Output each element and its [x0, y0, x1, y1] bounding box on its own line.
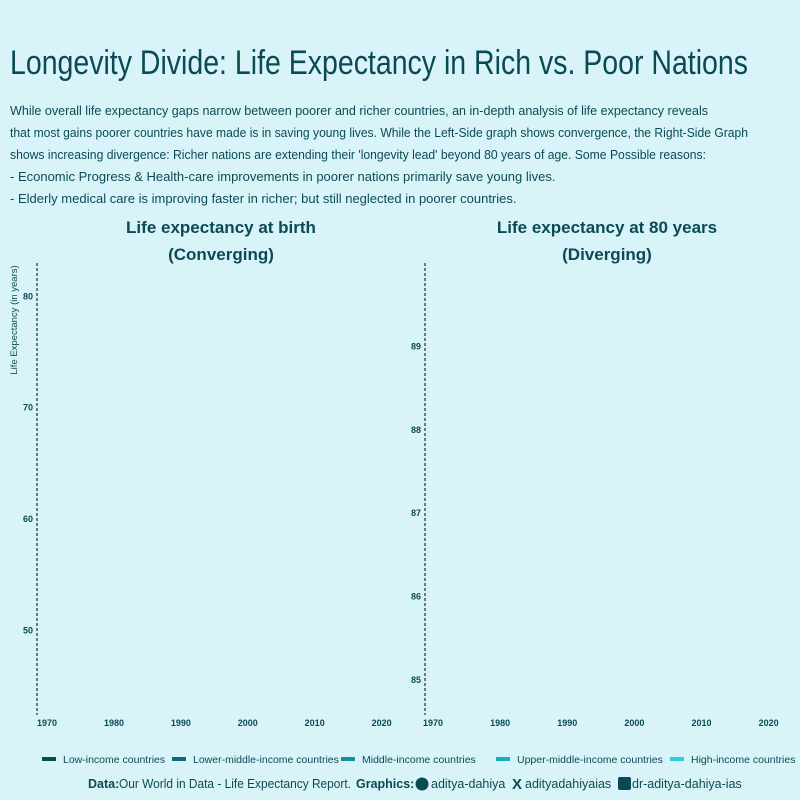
x-tick-label: 1970: [423, 718, 443, 728]
caption-text: adityadahiyaias: [525, 777, 611, 791]
y-tick-label: 85: [411, 675, 421, 685]
x-icon: X: [512, 776, 522, 793]
x-tick-label: 1990: [171, 718, 191, 728]
linkedin-icon: [618, 777, 631, 790]
github-icon: [415, 777, 429, 791]
subtitle: While overall life expectancy gaps narro…: [10, 103, 748, 206]
panel-subtitle: (Diverging): [562, 245, 652, 264]
x-tick-label: 2010: [305, 718, 325, 728]
x-tick-label: 2000: [624, 718, 644, 728]
y-axis-label: Life Expectancy (in years): [9, 265, 20, 374]
y-tick-label: 86: [411, 592, 421, 602]
panel: Life expectancy at birth (Converging) Life…: [9, 218, 392, 728]
x-tick-label: 2020: [759, 718, 779, 728]
y-tick-label: 70: [23, 403, 33, 413]
panel-title: Life expectancy at 80 years: [497, 218, 717, 237]
x-tick-label: 2000: [238, 718, 258, 728]
subtitle-line: - Elderly medical care is improving fast…: [10, 191, 517, 206]
y-tick-label: 50: [23, 625, 33, 635]
subtitle-line: - Economic Progress & Health-care improv…: [10, 169, 556, 184]
subtitle-line: that most gains poorer countries have ma…: [10, 125, 748, 140]
subtitle-line: While overall life expectancy gaps narro…: [10, 103, 708, 118]
caption-label: Graphics:: [356, 777, 414, 791]
y-tick-label: 80: [23, 291, 33, 301]
panel: Life expectancy at 80 years (Diverging) 85…: [411, 218, 779, 728]
caption-text: Our World in Data - Life Expectancy Repo…: [119, 777, 351, 791]
subtitle-line: shows increasing divergence: Richer nati…: [10, 147, 706, 162]
legend-label: Upper-middle-income countries: [517, 754, 663, 766]
x-tick-label: 2010: [691, 718, 711, 728]
charts: Life expectancy at birth (Converging) Life…: [9, 218, 779, 728]
x-tick-label: 2020: [372, 718, 392, 728]
x-tick-label: 1980: [490, 718, 510, 728]
legend-label: Middle-income countries: [362, 754, 476, 766]
y-tick-label: 87: [411, 508, 421, 518]
panel-subtitle: (Converging): [168, 245, 274, 264]
x-tick-label: 1980: [104, 718, 124, 728]
y-tick-label: 60: [23, 514, 33, 524]
legend-label: High-income countries: [691, 754, 795, 766]
x-tick-label: 1990: [557, 718, 577, 728]
caption-label: Data:: [88, 777, 119, 791]
legend-label: Lower-middle-income countries: [193, 754, 339, 766]
title: Longevity Divide: Life Expectancy in Ric…: [10, 44, 748, 82]
y-tick-label: 89: [411, 341, 421, 351]
x-tick-label: 1970: [37, 718, 57, 728]
panel-title: Life expectancy at birth: [126, 218, 316, 237]
caption-text: dr-aditya-dahiya-ias: [632, 777, 742, 791]
legend: Low-income countries Lower-middle-income …: [42, 754, 795, 766]
caption-text: aditya-dahiya: [431, 777, 505, 791]
legend-label: Low-income countries: [63, 754, 165, 766]
y-tick-label: 88: [411, 425, 421, 435]
caption: Data: Our World in Data - Life Expectanc…: [88, 776, 742, 793]
